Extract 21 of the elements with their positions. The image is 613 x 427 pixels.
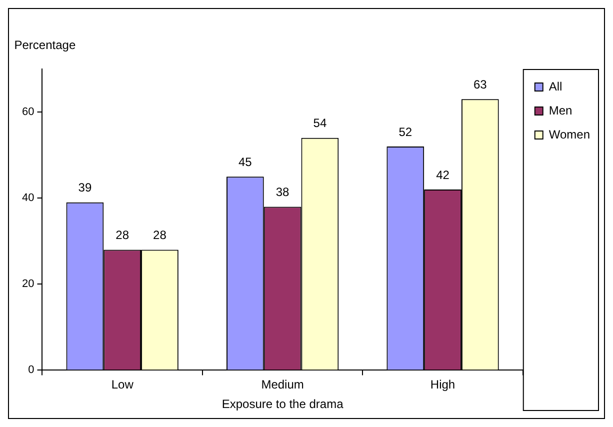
x-axis-title: Exposure to the drama	[222, 397, 344, 412]
data-label: 63	[473, 77, 488, 92]
y-axis-title: Percentage	[14, 38, 76, 52]
legend-label: Women	[548, 127, 590, 142]
data-label: 28	[153, 228, 167, 242]
y-tick-label: 40	[22, 192, 34, 204]
y-tick-label: 20	[22, 278, 34, 290]
x-tick-label: High	[430, 378, 456, 392]
y-tick-label: 60	[22, 106, 34, 118]
legend-label: All	[548, 79, 562, 94]
data-label: 28	[116, 228, 130, 242]
data-label: 45	[238, 154, 252, 169]
data-label: 39	[78, 180, 92, 195]
y-tick-label: 0	[28, 364, 34, 376]
x-tick-label: Medium	[261, 378, 304, 392]
x-tick-label: Low	[111, 378, 134, 392]
data-label: 38	[276, 185, 290, 200]
data-label: 54	[313, 116, 327, 130]
legend-label: Men	[548, 103, 572, 118]
data-label: 52	[398, 124, 412, 139]
data-label: 42	[436, 168, 450, 182]
